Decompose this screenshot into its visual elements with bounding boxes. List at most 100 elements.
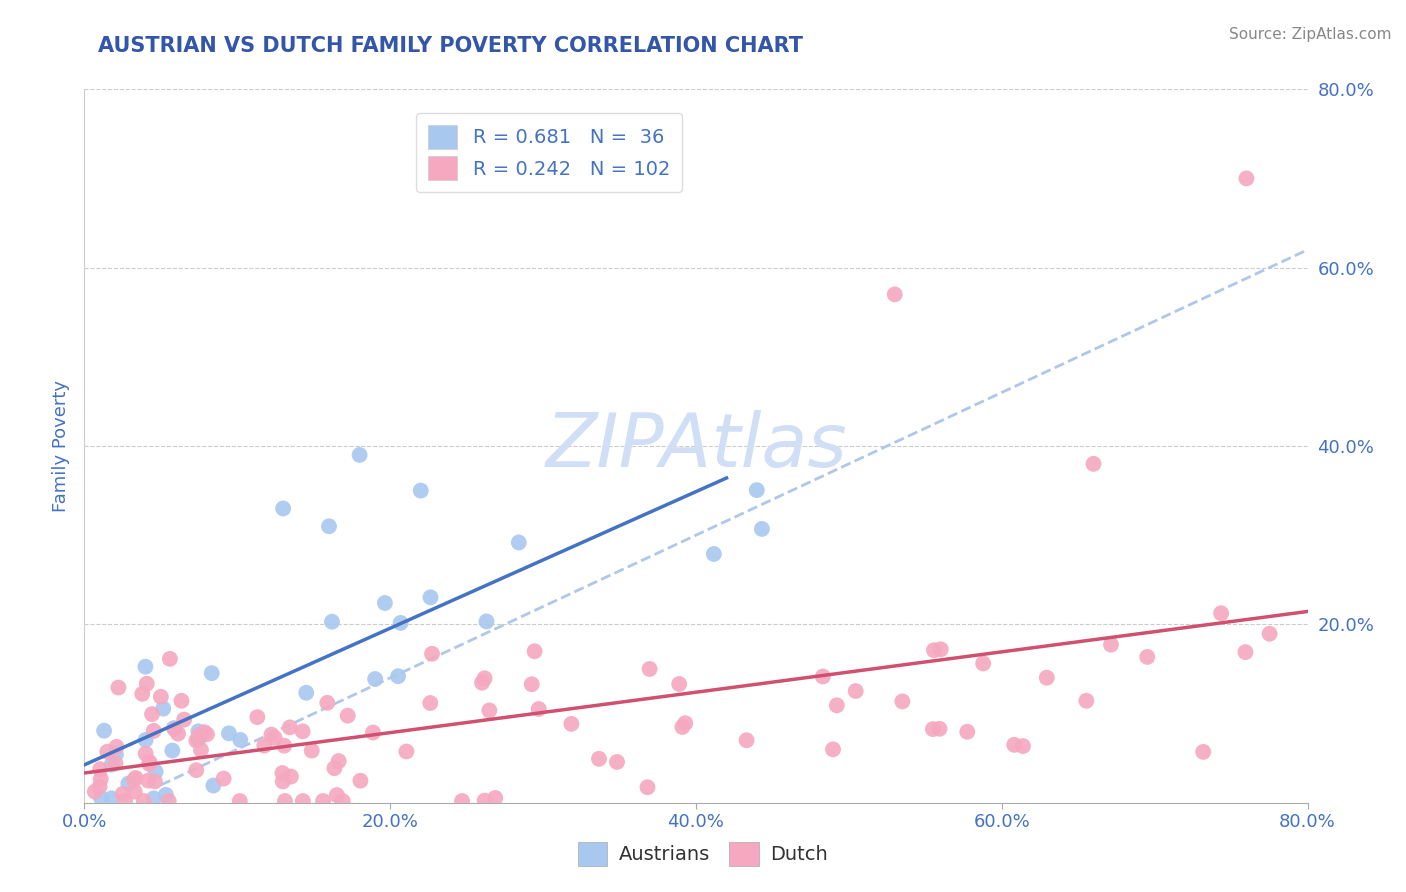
Y-axis label: Family Poverty: Family Poverty xyxy=(52,380,70,512)
Point xyxy=(484,791,506,805)
Point xyxy=(100,791,122,805)
Point xyxy=(811,669,834,683)
Point xyxy=(280,770,302,784)
Point xyxy=(312,794,335,808)
Point xyxy=(735,733,758,747)
Point xyxy=(891,694,914,708)
Point xyxy=(187,728,209,742)
Point xyxy=(125,771,148,785)
Point xyxy=(131,687,153,701)
Point xyxy=(475,615,498,629)
Point xyxy=(883,287,905,301)
Point xyxy=(673,716,696,731)
Point xyxy=(90,772,112,786)
Point xyxy=(246,710,269,724)
Point xyxy=(1211,607,1233,621)
Point xyxy=(138,755,160,769)
Point xyxy=(135,677,157,691)
Point xyxy=(349,448,371,462)
Point xyxy=(162,743,184,757)
Point xyxy=(419,696,441,710)
Point xyxy=(361,725,384,739)
Point xyxy=(274,794,297,808)
Point xyxy=(193,725,215,739)
Point xyxy=(141,707,163,722)
Point xyxy=(229,733,252,747)
Point xyxy=(93,723,115,738)
Point xyxy=(387,669,409,683)
Point xyxy=(471,675,494,690)
Point xyxy=(90,791,112,805)
Point xyxy=(173,713,195,727)
Point xyxy=(972,657,994,671)
Point xyxy=(703,547,725,561)
Point xyxy=(107,681,129,695)
Point xyxy=(190,743,212,757)
Point xyxy=(1036,671,1059,685)
Text: AUSTRIAN VS DUTCH FAMILY POVERTY CORRELATION CHART: AUSTRIAN VS DUTCH FAMILY POVERTY CORRELA… xyxy=(98,36,803,55)
Point xyxy=(1234,645,1257,659)
Text: ZIPAtlas: ZIPAtlas xyxy=(546,410,846,482)
Point xyxy=(825,698,848,713)
Point xyxy=(745,483,768,497)
Point xyxy=(145,764,167,779)
Point xyxy=(588,752,610,766)
Point xyxy=(170,694,193,708)
Point xyxy=(420,647,443,661)
Point xyxy=(187,732,209,747)
Point xyxy=(1192,745,1215,759)
Point xyxy=(336,708,359,723)
Point xyxy=(1099,638,1122,652)
Point xyxy=(163,723,186,737)
Point xyxy=(409,483,432,498)
Point xyxy=(89,780,111,794)
Point xyxy=(96,745,118,759)
Point xyxy=(104,756,127,771)
Point xyxy=(105,739,128,754)
Point xyxy=(195,727,218,741)
Point xyxy=(638,662,661,676)
Point xyxy=(374,596,396,610)
Point xyxy=(364,672,387,686)
Point xyxy=(149,690,172,704)
Point xyxy=(326,788,349,802)
Legend: R = 0.681   N =  36, R = 0.242   N = 102: R = 0.681 N = 36, R = 0.242 N = 102 xyxy=(416,113,682,192)
Point xyxy=(163,721,186,735)
Point xyxy=(956,724,979,739)
Point xyxy=(523,644,546,658)
Point xyxy=(271,774,294,789)
Point xyxy=(111,787,134,801)
Point xyxy=(155,788,177,802)
Point xyxy=(152,701,174,715)
Point xyxy=(229,794,252,808)
Point xyxy=(117,776,139,790)
Point xyxy=(253,739,276,753)
Point xyxy=(157,794,180,808)
Point xyxy=(132,794,155,808)
Point xyxy=(929,642,952,657)
Point xyxy=(1136,649,1159,664)
Point xyxy=(295,686,318,700)
Point xyxy=(821,742,844,756)
Point xyxy=(520,677,543,691)
Point xyxy=(218,726,240,740)
Point xyxy=(928,722,950,736)
Point xyxy=(845,684,868,698)
Point xyxy=(186,763,208,777)
Point xyxy=(124,784,146,798)
Point xyxy=(186,733,208,747)
Point xyxy=(560,716,582,731)
Point xyxy=(671,720,693,734)
Point xyxy=(271,766,294,780)
Point xyxy=(349,773,371,788)
Point xyxy=(202,779,225,793)
Text: Source: ZipAtlas.com: Source: ZipAtlas.com xyxy=(1229,27,1392,42)
Point xyxy=(114,794,136,808)
Point xyxy=(135,747,157,761)
Point xyxy=(1258,626,1281,640)
Point xyxy=(922,643,945,657)
Point xyxy=(89,762,111,776)
Point xyxy=(323,761,346,775)
Point xyxy=(389,615,412,630)
Point xyxy=(100,757,122,772)
